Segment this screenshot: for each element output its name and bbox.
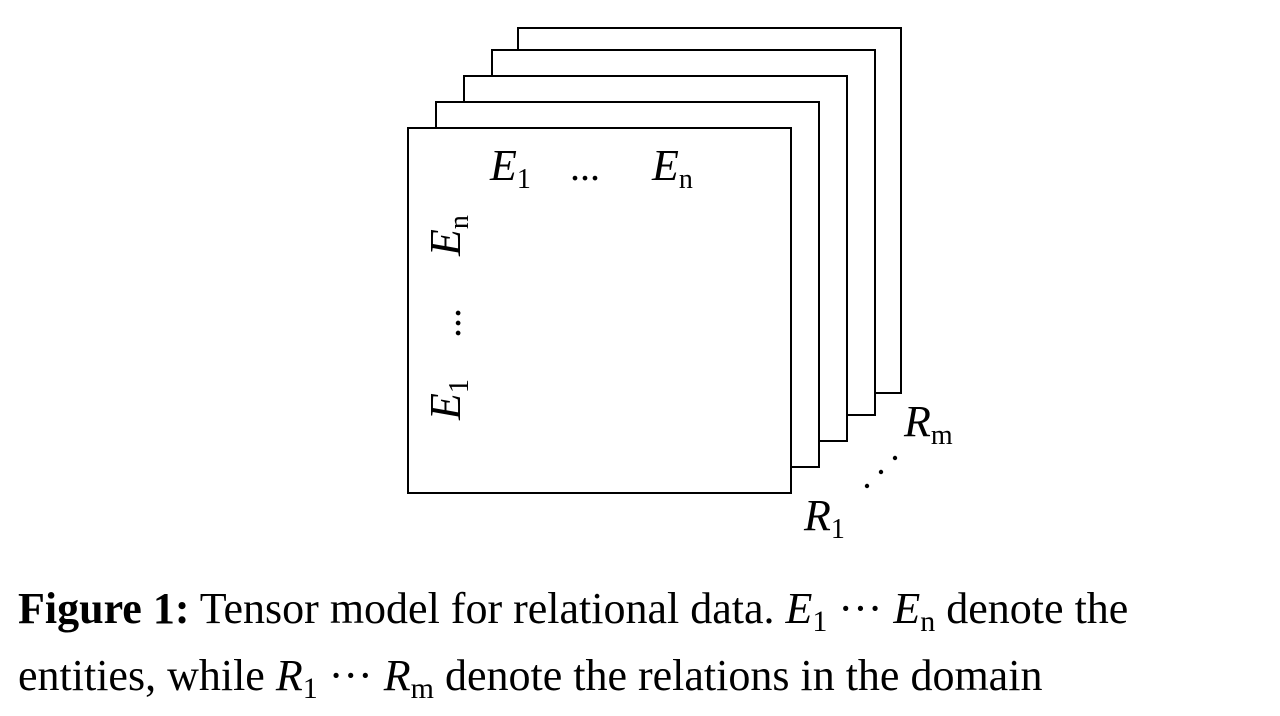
depth-label-end: Rm bbox=[903, 397, 953, 451]
caption-line-1: Figure 1: Tensor model for relational da… bbox=[18, 582, 1268, 649]
caption-dots-1: ··· bbox=[827, 584, 894, 633]
caption-text-2: entities, while bbox=[18, 651, 276, 700]
row-label-end: En bbox=[421, 215, 475, 257]
caption-r-start: R bbox=[275, 651, 303, 700]
caption-e-end: E bbox=[893, 584, 921, 633]
caption-label: Figure 1: bbox=[18, 584, 190, 633]
column-label-dots: ... bbox=[570, 144, 600, 189]
caption-dots-2: ··· bbox=[317, 651, 384, 700]
caption-r-end-sub: m bbox=[410, 672, 434, 705]
caption-r-start-sub: 1 bbox=[302, 672, 318, 705]
caption-line-2: entities, while R1 ··· Rm denote the rel… bbox=[18, 649, 1268, 716]
caption-tail-2: denote the relations in the domain bbox=[433, 651, 1043, 700]
caption-text-1: Tensor model for relational data. bbox=[189, 584, 786, 633]
depth-label-dots bbox=[864, 455, 898, 489]
column-label-start: E1 bbox=[489, 141, 531, 195]
caption-e-start-sub: 1 bbox=[812, 605, 828, 638]
caption-r-end: R bbox=[383, 651, 411, 700]
row-label-dots: ... bbox=[424, 308, 469, 338]
figure-caption: Figure 1: Tensor model for relational da… bbox=[18, 582, 1268, 716]
tensor-slice-1 bbox=[407, 127, 792, 494]
caption-e-start: E bbox=[785, 584, 813, 633]
row-label-start: E1 bbox=[421, 379, 475, 421]
caption-e-end-sub: n bbox=[920, 605, 936, 638]
depth-label-start: R1 bbox=[803, 491, 845, 545]
column-label-end: En bbox=[651, 141, 693, 195]
tensor-diagram: E1 ... En E1 ... En Rm R1 bbox=[407, 27, 953, 545]
caption-tail-1: denote the bbox=[935, 584, 1129, 633]
